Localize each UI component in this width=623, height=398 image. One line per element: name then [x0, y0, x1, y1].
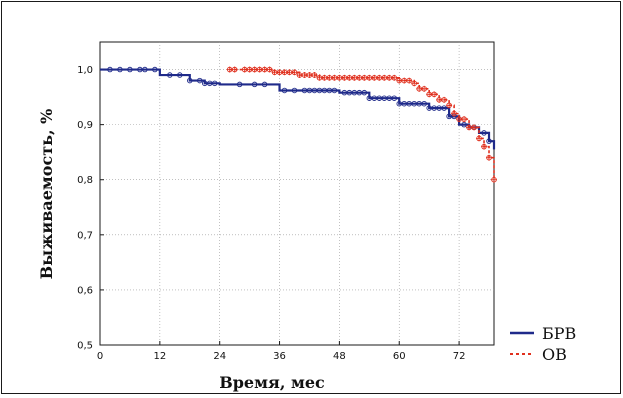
censor-mark-brv — [117, 66, 123, 73]
censor-mark-ov — [471, 124, 478, 131]
censor-mark-ov — [481, 143, 488, 150]
censor-mark-brv — [391, 95, 398, 101]
censor-mark-brv — [361, 89, 368, 96]
censor-mark-ov — [476, 135, 483, 142]
censor-mark-brv — [481, 130, 487, 136]
censor-mark-ov — [451, 110, 458, 117]
series-layer — [100, 66, 497, 183]
y-tick-label: 1,0 — [77, 65, 93, 76]
censor-mark-brv — [441, 105, 447, 111]
censor-mark-ov — [491, 176, 497, 183]
x-tick-label: 48 — [333, 351, 346, 362]
censor-mark-ov — [311, 72, 318, 79]
censor-mark-brv — [107, 66, 113, 73]
censor-mark-brv — [461, 121, 467, 128]
censor-mark-brv — [261, 81, 268, 88]
censor-mark-brv — [421, 100, 427, 107]
censor-mark-brv — [187, 77, 193, 84]
y-axis-title: Выживаемость, % — [37, 109, 56, 280]
censor-mark-ov — [291, 69, 298, 76]
legend-label-ov: ОВ — [542, 345, 567, 364]
y-tick-label: 0,9 — [77, 120, 93, 131]
censor-mark-brv — [152, 66, 158, 73]
censor-mark-brv — [196, 77, 203, 84]
y-tick-label: 0,5 — [77, 341, 93, 352]
censor-mark-ov — [446, 102, 453, 109]
censor-mark-ov — [231, 66, 238, 73]
censor-mark-ov — [421, 85, 428, 92]
censor-mark-brv — [486, 138, 492, 144]
y-axis-ticks: 0,5 0,6 0,7 0,8 0,9 1,0 — [77, 65, 104, 352]
censor-mark-ov — [266, 66, 273, 73]
censor-mark-brv — [167, 72, 173, 78]
censor-mark-ov — [406, 77, 413, 84]
x-tick-label: 24 — [213, 351, 226, 362]
censor-mark-brv — [331, 87, 338, 94]
legend-label-brv: БРВ — [542, 324, 576, 343]
grid — [100, 42, 494, 345]
y-tick-label: 0,8 — [77, 175, 93, 186]
censor-mark-brv — [291, 87, 298, 94]
censor-mark-ov — [441, 96, 448, 103]
x-axis-ticks: 0 12 24 36 48 60 72 — [97, 341, 466, 362]
x-tick-label: 36 — [273, 351, 286, 362]
censor-mark-ov — [461, 116, 468, 123]
censor-mark-ov — [431, 91, 438, 98]
censor-mark-ov — [391, 74, 398, 81]
y-tick-label: 0,6 — [77, 285, 93, 296]
censor-mark-brv — [142, 66, 148, 73]
censor-mark-brv — [251, 81, 258, 88]
x-tick-label: 0 — [97, 351, 103, 362]
censor-mark-brv — [236, 81, 243, 88]
censor-mark-brv — [127, 66, 133, 73]
censor-mark-brv — [177, 72, 183, 78]
censor-mark-brv — [211, 80, 218, 87]
censor-mark-ov — [486, 154, 493, 161]
y-tick-label: 0,7 — [77, 230, 93, 241]
x-tick-label: 60 — [393, 351, 406, 362]
censor-mark-ov — [411, 80, 418, 87]
censor-mark-brv — [281, 87, 288, 94]
x-axis-title: Время, мес — [219, 373, 325, 392]
x-tick-label: 12 — [153, 351, 166, 362]
plot-area — [99, 41, 495, 346]
legend: БРВ ОВ — [510, 324, 576, 364]
x-tick-label: 72 — [453, 351, 466, 362]
